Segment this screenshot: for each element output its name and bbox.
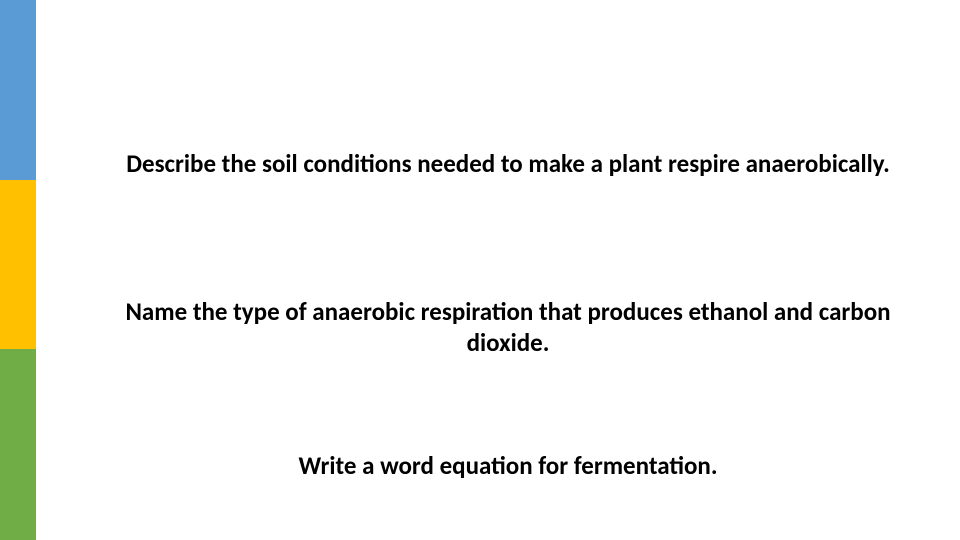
question-2: Name the type of anaerobic respiration t…	[116, 296, 900, 359]
content-area: Describe the soil conditions needed to m…	[36, 0, 960, 540]
question-3: Write a word equation for fermentation.	[116, 450, 900, 481]
sidebar-bar-yellow	[0, 180, 36, 348]
sidebar-bar-blue	[0, 0, 36, 180]
question-1: Describe the soil conditions needed to m…	[116, 148, 900, 179]
sidebar-color-bars	[0, 0, 36, 540]
sidebar-bar-green	[0, 349, 36, 540]
